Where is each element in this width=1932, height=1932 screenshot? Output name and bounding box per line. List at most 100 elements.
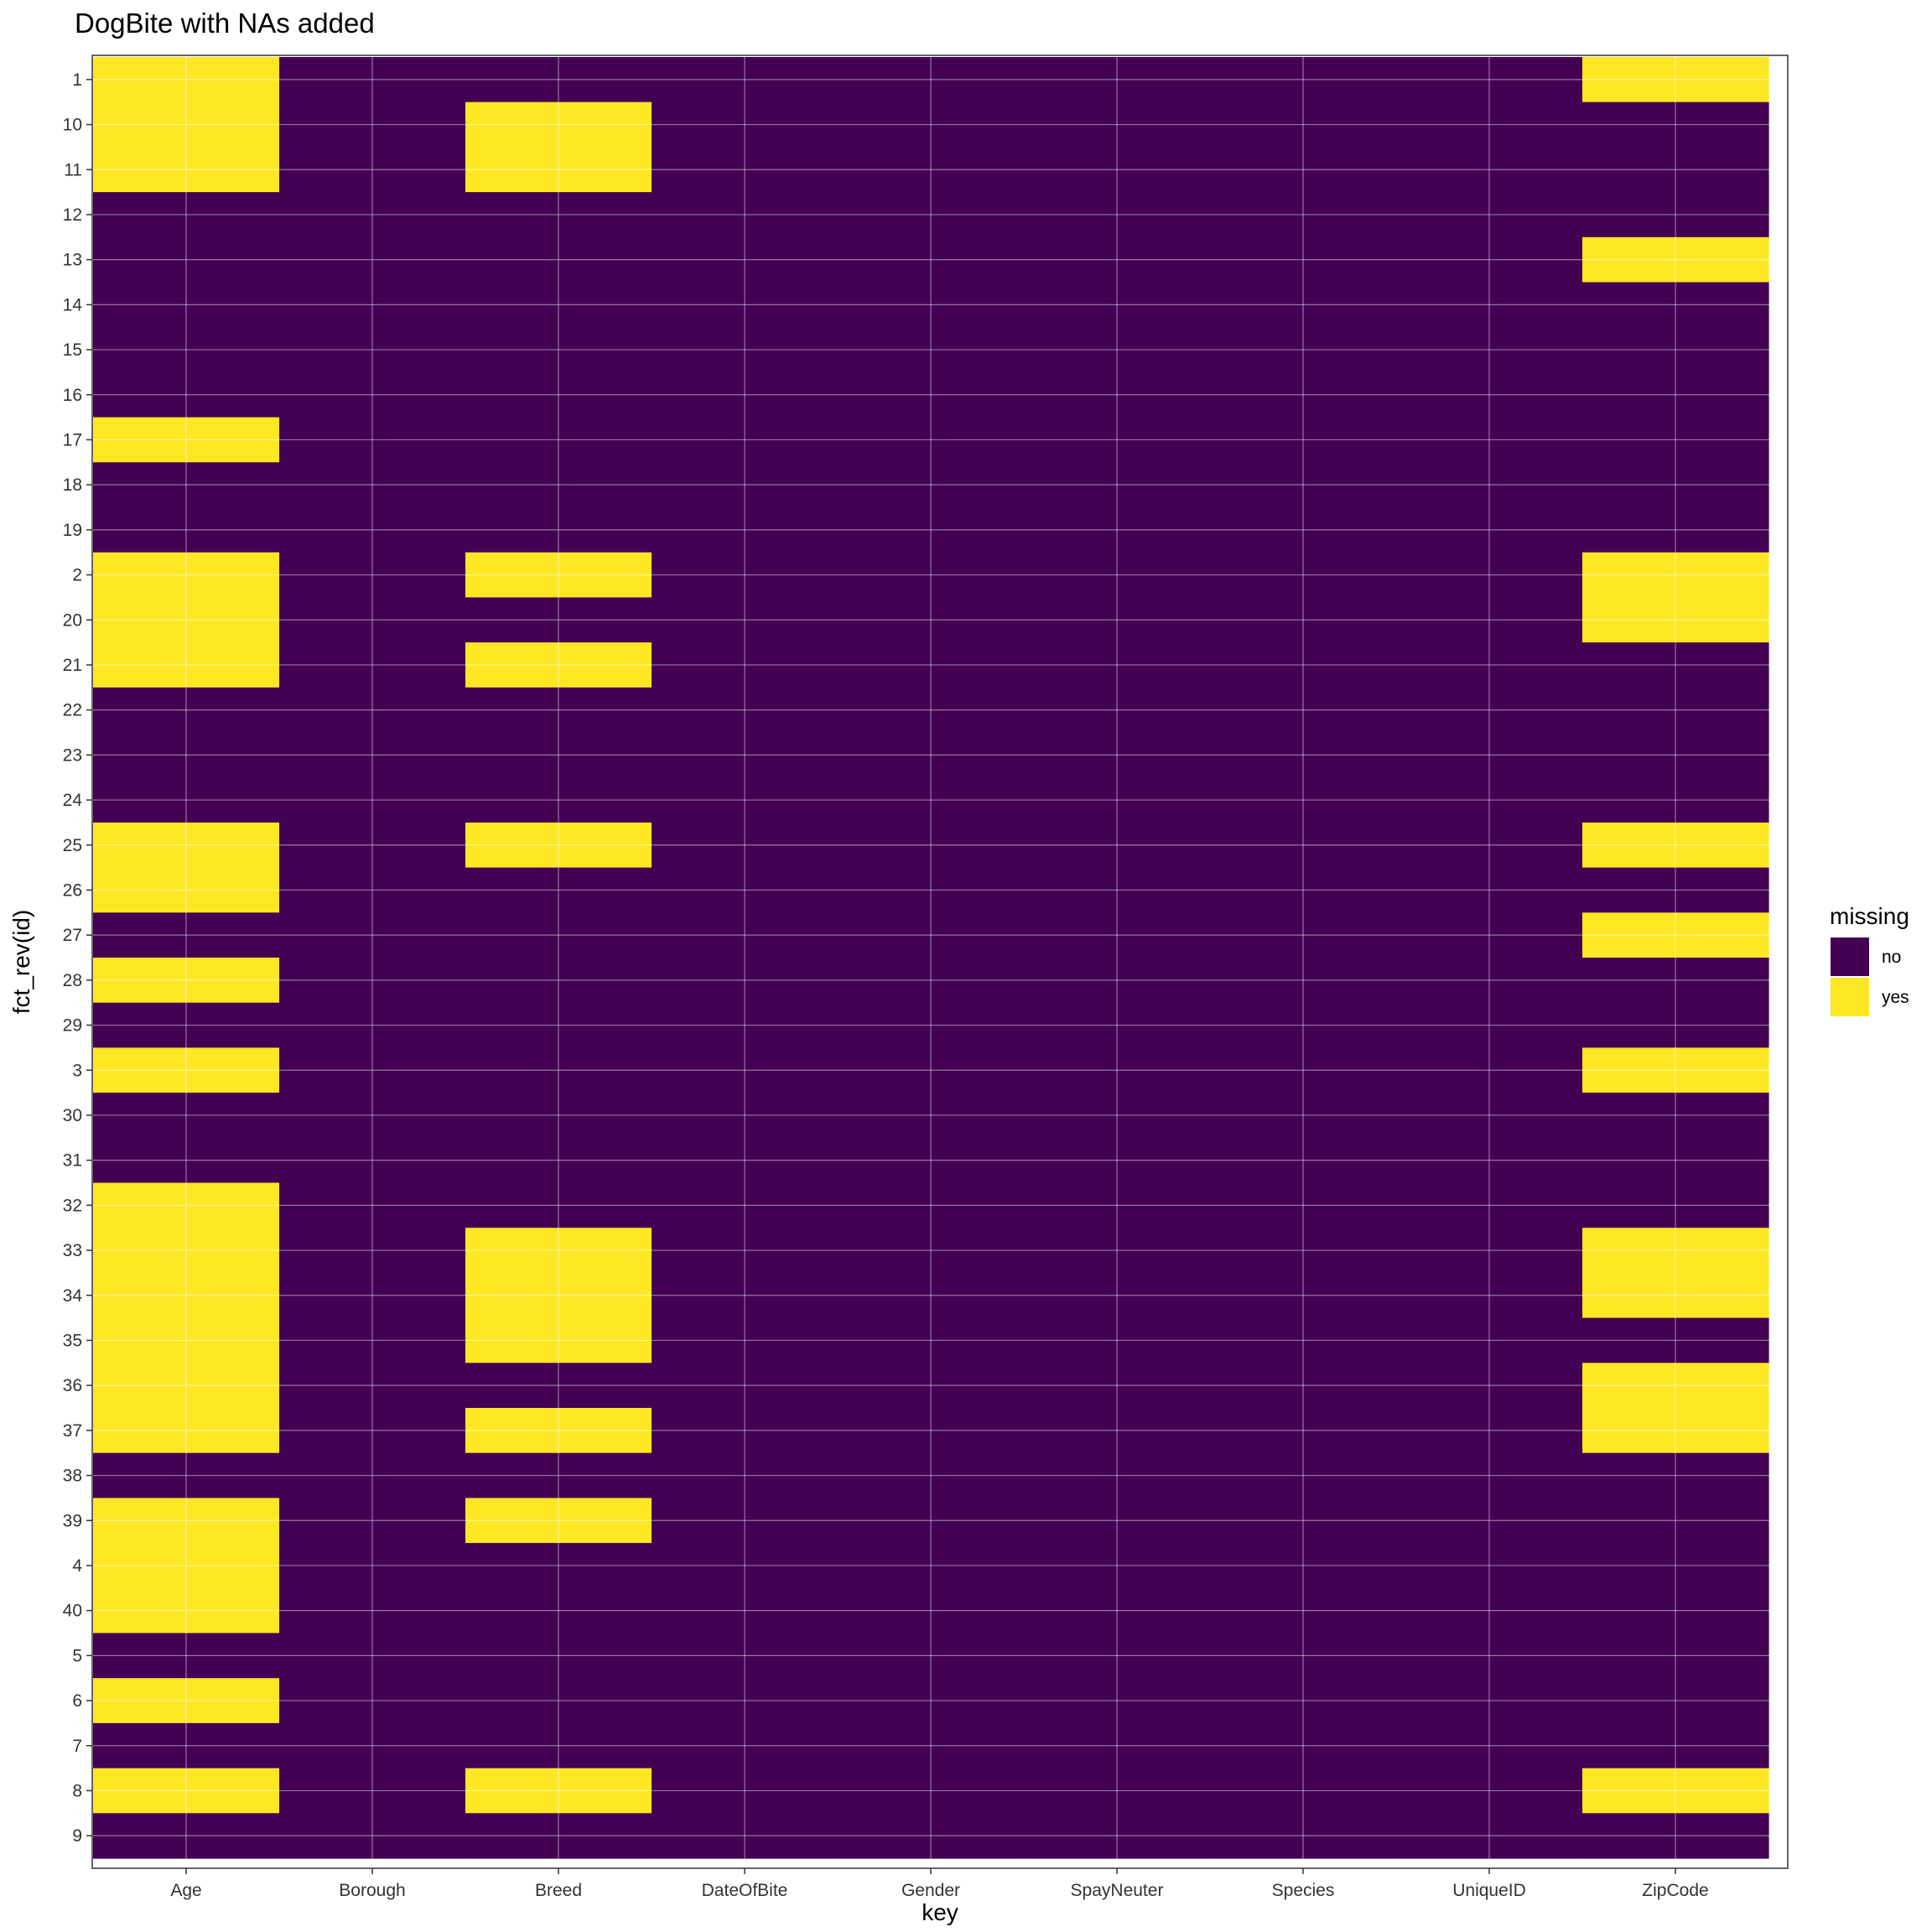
cell-Breed-1 bbox=[465, 57, 652, 103]
y-tick-label: 6 bbox=[72, 1691, 82, 1711]
heatmap-cells bbox=[93, 57, 1769, 1859]
cell-Gender-34 bbox=[838, 1272, 1025, 1319]
cell-Borough-23 bbox=[279, 732, 466, 778]
cell-Age-24 bbox=[93, 777, 280, 823]
y-tick-label: 12 bbox=[63, 205, 82, 225]
cell-Borough-4 bbox=[279, 1543, 466, 1589]
cell-UniqueID-16 bbox=[1396, 371, 1583, 418]
cell-UniqueID-20 bbox=[1396, 597, 1583, 643]
cell-Breed-22 bbox=[465, 687, 652, 734]
cell-DateOfBite-12 bbox=[652, 192, 839, 238]
cell-Gender-33 bbox=[838, 1228, 1025, 1274]
cell-ZipCode-32 bbox=[1582, 1182, 1769, 1228]
cell-Gender-18 bbox=[838, 462, 1025, 508]
cell-Age-15 bbox=[93, 327, 280, 373]
cell-Age-6 bbox=[93, 1678, 280, 1724]
cell-UniqueID-5 bbox=[1396, 1633, 1583, 1679]
x-axis-title: key bbox=[922, 1899, 958, 1925]
cell-Age-23 bbox=[93, 732, 280, 778]
cell-ZipCode-38 bbox=[1582, 1452, 1769, 1498]
cell-Species-38 bbox=[1210, 1452, 1397, 1498]
cell-DateOfBite-33 bbox=[652, 1228, 839, 1274]
cell-Borough-19 bbox=[279, 507, 466, 553]
y-tick-label: 38 bbox=[63, 1467, 82, 1486]
cell-Species-8 bbox=[1210, 1768, 1397, 1814]
cell-Breed-33 bbox=[465, 1228, 652, 1274]
cell-UniqueID-35 bbox=[1396, 1317, 1583, 1363]
y-tick-label: 21 bbox=[63, 656, 82, 675]
cell-Borough-15 bbox=[279, 327, 466, 373]
cell-Species-36 bbox=[1210, 1363, 1397, 1409]
cell-Borough-2 bbox=[279, 552, 466, 598]
legend-label-yes: yes bbox=[1882, 988, 1909, 1007]
cell-UniqueID-1 bbox=[1396, 57, 1583, 103]
cell-Gender-19 bbox=[838, 507, 1025, 553]
cell-ZipCode-27 bbox=[1582, 912, 1769, 958]
cell-ZipCode-39 bbox=[1582, 1498, 1769, 1544]
y-tick-label: 25 bbox=[63, 836, 82, 855]
cell-SpayNeuter-1 bbox=[1024, 57, 1211, 103]
cell-Age-12 bbox=[93, 192, 280, 238]
x-axis: Age Borough Breed DateOfBite Gender SpayNeute… bbox=[170, 1868, 1709, 1900]
cell-Gender-20 bbox=[838, 597, 1025, 643]
y-tick-label: 7 bbox=[72, 1737, 82, 1756]
cell-SpayNeuter-4 bbox=[1024, 1543, 1211, 1589]
y-tick-label: 24 bbox=[63, 791, 83, 810]
cell-Species-2 bbox=[1210, 552, 1397, 598]
y-tick-label: 11 bbox=[64, 160, 82, 179]
cell-SpayNeuter-8 bbox=[1024, 1768, 1211, 1814]
cell-Age-7 bbox=[93, 1722, 280, 1769]
y-tick-label: 16 bbox=[63, 386, 82, 405]
cell-ZipCode-11 bbox=[1582, 147, 1769, 193]
cell-SpayNeuter-36 bbox=[1024, 1363, 1211, 1409]
cell-SpayNeuter-29 bbox=[1024, 1002, 1211, 1048]
cell-SpayNeuter-35 bbox=[1024, 1317, 1211, 1363]
cell-ZipCode-13 bbox=[1582, 236, 1769, 283]
cell-UniqueID-38 bbox=[1396, 1452, 1583, 1498]
cell-Borough-9 bbox=[279, 1813, 466, 1859]
cell-SpayNeuter-23 bbox=[1024, 732, 1211, 778]
cell-DateOfBite-17 bbox=[652, 417, 839, 463]
cell-DateOfBite-29 bbox=[652, 1002, 839, 1048]
cell-DateOfBite-18 bbox=[652, 462, 839, 508]
legend-label-no: no bbox=[1882, 948, 1901, 967]
y-tick-label: 9 bbox=[72, 1826, 82, 1846]
cell-ZipCode-15 bbox=[1582, 327, 1769, 373]
cell-SpayNeuter-3 bbox=[1024, 1047, 1211, 1093]
x-tick-label: Gender bbox=[901, 1881, 960, 1900]
cell-Breed-10 bbox=[465, 101, 652, 148]
cell-UniqueID-11 bbox=[1396, 147, 1583, 193]
cell-Gender-32 bbox=[838, 1182, 1025, 1228]
cell-ZipCode-28 bbox=[1582, 958, 1769, 1004]
cell-SpayNeuter-37 bbox=[1024, 1408, 1211, 1454]
cell-DateOfBite-37 bbox=[652, 1408, 839, 1454]
cell-Breed-4 bbox=[465, 1543, 652, 1589]
cell-Age-4 bbox=[93, 1543, 280, 1589]
cell-Gender-6 bbox=[838, 1678, 1025, 1724]
cell-UniqueID-24 bbox=[1396, 777, 1583, 823]
cell-SpayNeuter-21 bbox=[1024, 642, 1211, 688]
y-tick-label: 13 bbox=[63, 251, 82, 270]
cell-Species-14 bbox=[1210, 282, 1397, 328]
cell-Age-3 bbox=[93, 1047, 280, 1093]
cell-UniqueID-8 bbox=[1396, 1768, 1583, 1814]
cell-Gender-30 bbox=[838, 1093, 1025, 1139]
cell-UniqueID-27 bbox=[1396, 912, 1583, 958]
cell-ZipCode-9 bbox=[1582, 1813, 1769, 1859]
cell-Species-10 bbox=[1210, 101, 1397, 148]
cell-Age-28 bbox=[93, 958, 280, 1004]
cell-Borough-33 bbox=[279, 1228, 466, 1274]
cell-Age-35 bbox=[93, 1317, 280, 1363]
cell-Age-13 bbox=[93, 236, 280, 283]
cell-Borough-16 bbox=[279, 371, 466, 418]
y-tick-label: 23 bbox=[63, 745, 82, 765]
cell-Species-32 bbox=[1210, 1182, 1397, 1228]
x-tick-label: DateOfBite bbox=[702, 1881, 788, 1900]
cell-Breed-6 bbox=[465, 1678, 652, 1724]
cell-UniqueID-7 bbox=[1396, 1722, 1583, 1769]
cell-Species-28 bbox=[1210, 958, 1397, 1004]
cell-Gender-29 bbox=[838, 1002, 1025, 1048]
y-axis-title: fct_rev(id) bbox=[8, 910, 34, 1014]
cell-DateOfBite-39 bbox=[652, 1498, 839, 1544]
cell-Species-4 bbox=[1210, 1543, 1397, 1589]
